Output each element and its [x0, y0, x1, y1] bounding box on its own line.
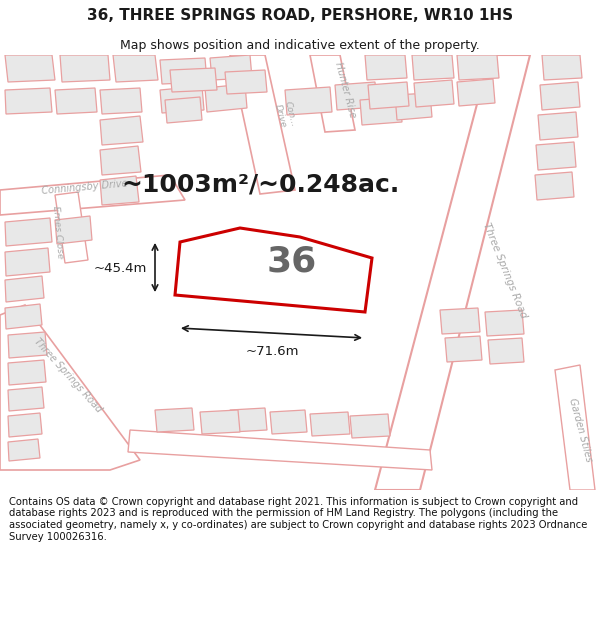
Polygon shape: [368, 82, 409, 109]
Polygon shape: [170, 68, 217, 92]
Polygon shape: [100, 176, 139, 205]
Polygon shape: [200, 410, 240, 434]
Polygon shape: [488, 338, 524, 364]
Polygon shape: [485, 310, 524, 336]
Text: 36: 36: [267, 245, 317, 279]
Text: ~1003m²/~0.248ac.: ~1003m²/~0.248ac.: [121, 173, 399, 197]
Polygon shape: [536, 142, 576, 170]
Polygon shape: [375, 55, 530, 490]
Polygon shape: [5, 88, 52, 114]
Text: ~45.4m: ~45.4m: [94, 261, 147, 274]
Polygon shape: [538, 112, 578, 140]
Polygon shape: [60, 55, 110, 82]
Polygon shape: [8, 387, 44, 411]
Polygon shape: [160, 86, 204, 113]
Polygon shape: [165, 97, 202, 123]
Polygon shape: [100, 116, 143, 145]
Polygon shape: [285, 87, 332, 115]
Polygon shape: [310, 412, 350, 436]
Polygon shape: [445, 336, 482, 362]
Polygon shape: [55, 88, 97, 114]
Polygon shape: [8, 439, 40, 461]
Polygon shape: [365, 55, 407, 80]
Text: Map shows position and indicative extent of the property.: Map shows position and indicative extent…: [120, 39, 480, 51]
Polygon shape: [414, 80, 454, 107]
Text: Con...
Drive: Con... Drive: [272, 100, 298, 130]
Polygon shape: [100, 146, 141, 175]
Polygon shape: [457, 55, 499, 80]
Polygon shape: [0, 305, 140, 470]
Text: Hunter Rise: Hunter Rise: [333, 61, 357, 119]
Polygon shape: [8, 413, 42, 437]
Polygon shape: [5, 248, 50, 276]
Polygon shape: [542, 55, 582, 80]
Text: Three Springs Road: Three Springs Road: [481, 221, 529, 319]
Polygon shape: [440, 308, 480, 334]
Polygon shape: [100, 88, 142, 114]
Polygon shape: [5, 304, 42, 329]
Polygon shape: [540, 82, 580, 110]
Polygon shape: [113, 55, 158, 82]
Polygon shape: [457, 79, 495, 106]
Polygon shape: [205, 84, 247, 112]
Text: Three Springs Road: Three Springs Road: [32, 336, 104, 414]
Polygon shape: [270, 410, 307, 434]
Polygon shape: [230, 55, 295, 194]
Polygon shape: [360, 97, 402, 125]
Polygon shape: [8, 332, 47, 358]
Polygon shape: [55, 192, 88, 263]
Polygon shape: [412, 55, 454, 80]
Polygon shape: [310, 55, 355, 132]
Polygon shape: [230, 408, 267, 432]
Polygon shape: [555, 365, 595, 490]
Polygon shape: [5, 276, 44, 302]
Polygon shape: [8, 360, 46, 385]
Polygon shape: [160, 58, 207, 84]
Polygon shape: [155, 408, 194, 432]
Polygon shape: [395, 93, 432, 120]
Text: Conningsby Drive: Conningsby Drive: [41, 178, 128, 196]
Polygon shape: [5, 55, 55, 82]
Polygon shape: [225, 70, 267, 94]
Text: Ernes Close: Ernes Close: [51, 205, 65, 259]
Polygon shape: [128, 430, 432, 470]
Polygon shape: [5, 218, 52, 246]
Text: Contains OS data © Crown copyright and database right 2021. This information is : Contains OS data © Crown copyright and d…: [9, 497, 587, 541]
Polygon shape: [210, 55, 252, 80]
Text: Garden Stiles: Garden Stiles: [566, 397, 593, 463]
Polygon shape: [175, 228, 372, 312]
Polygon shape: [0, 175, 185, 215]
Polygon shape: [55, 216, 92, 244]
Polygon shape: [335, 82, 377, 110]
Polygon shape: [350, 414, 390, 438]
Text: ~71.6m: ~71.6m: [245, 345, 299, 358]
Polygon shape: [535, 172, 574, 200]
Text: 36, THREE SPRINGS ROAD, PERSHORE, WR10 1HS: 36, THREE SPRINGS ROAD, PERSHORE, WR10 1…: [87, 8, 513, 23]
